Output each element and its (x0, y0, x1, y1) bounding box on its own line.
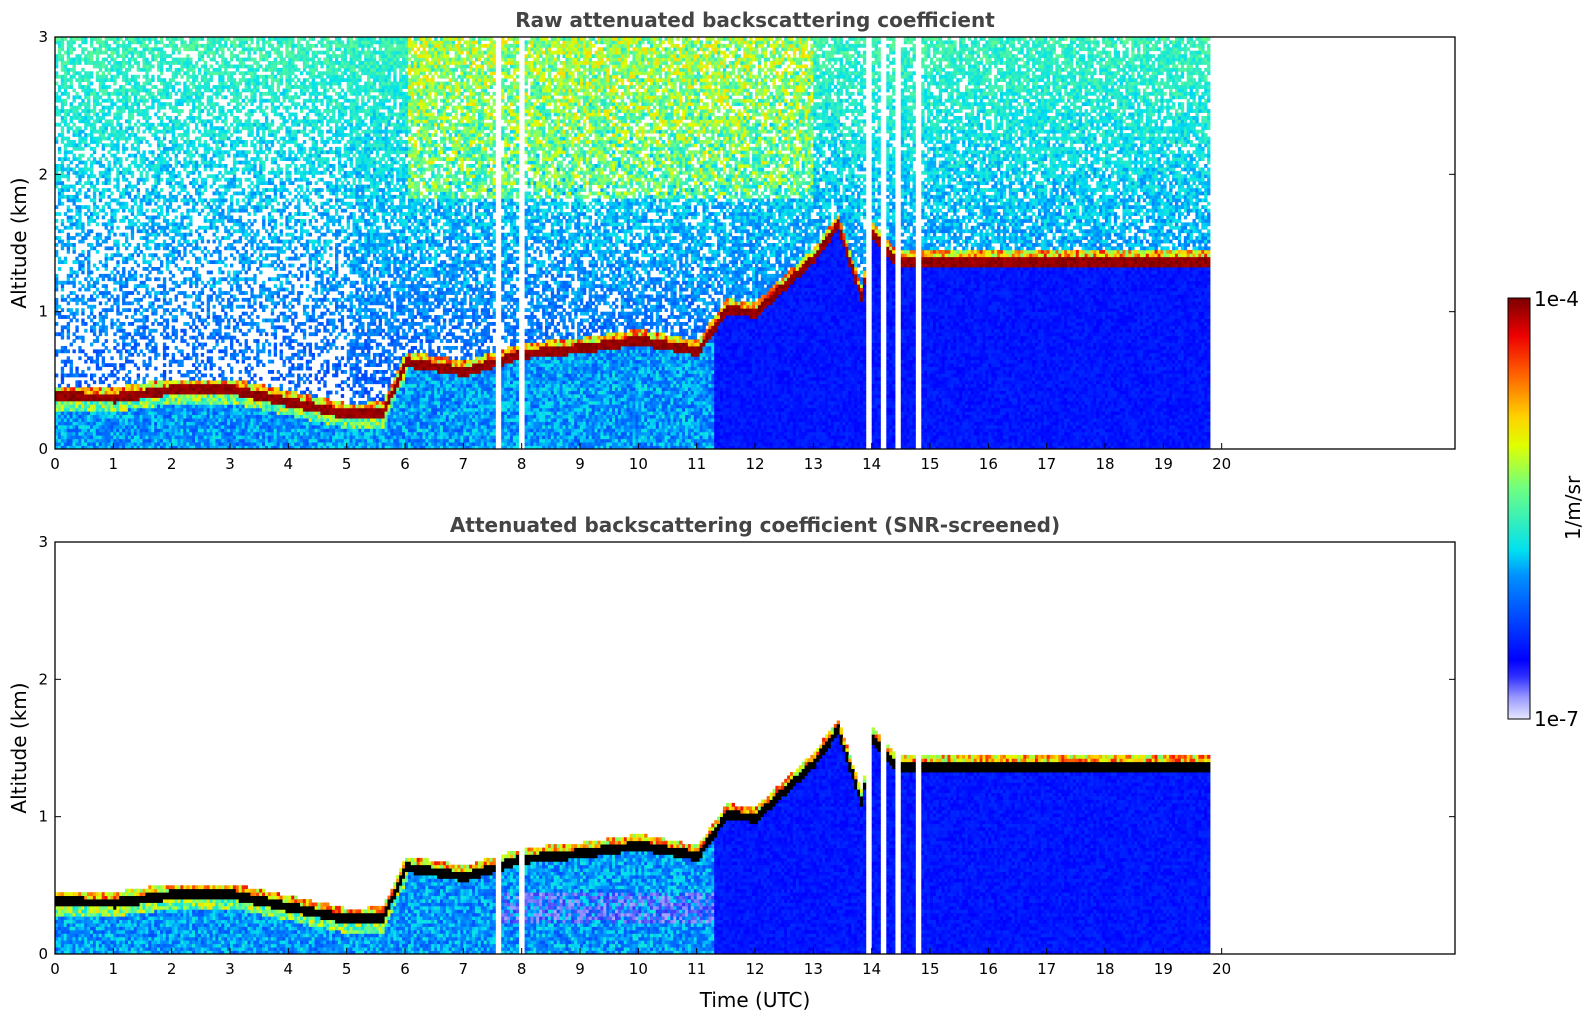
x-tick-label: 17 (1037, 960, 1056, 978)
y-tick-label: 3 (38, 28, 48, 46)
x-tick-label: 5 (342, 455, 352, 473)
x-tick-label: 7 (459, 960, 469, 978)
x-tick-label: 7 (459, 455, 469, 473)
x-tick-label: 20 (1212, 960, 1231, 978)
x-tick-label: 0 (50, 455, 60, 473)
x-tick-label: 2 (167, 960, 177, 978)
colorbar-min-label: 1e-7 (1534, 707, 1579, 731)
x-tick-label: 4 (284, 455, 294, 473)
x-tick-label: 10 (629, 960, 648, 978)
x-tick-label: 15 (920, 455, 939, 473)
x-tick-label: 20 (1212, 455, 1231, 473)
x-tick-label: 3 (225, 455, 235, 473)
y-tick-label: 0 (38, 945, 48, 963)
x-axis-label: Time (UTC) (699, 988, 811, 1012)
top-y-axis-label: Altitude (km) (7, 177, 31, 308)
x-tick-label: 1 (109, 960, 119, 978)
x-tick-label: 18 (1095, 455, 1114, 473)
x-tick-label: 14 (862, 455, 881, 473)
colorbar-label: 1/m/sr (1561, 475, 1585, 540)
x-tick-label: 9 (575, 455, 585, 473)
x-tick-label: 6 (400, 455, 410, 473)
y-tick-label: 2 (38, 165, 48, 183)
x-tick-label: 17 (1037, 455, 1056, 473)
x-tick-label: 18 (1095, 960, 1114, 978)
x-tick-label: 6 (400, 960, 410, 978)
bottom-heatmap (55, 721, 1210, 955)
x-tick-label: 8 (517, 455, 527, 473)
x-tick-label: 12 (745, 960, 764, 978)
y-tick-label: 2 (38, 670, 48, 688)
x-tick-label: 16 (979, 455, 998, 473)
x-tick-label: 0 (50, 960, 60, 978)
bottom-y-axis-label: Altitude (km) (7, 682, 31, 813)
top-heatmap (55, 34, 1210, 450)
x-tick-label: 9 (575, 960, 585, 978)
colorbar-gradient (1508, 298, 1530, 719)
x-tick-label: 11 (687, 455, 706, 473)
x-tick-label: 14 (862, 960, 881, 978)
x-tick-label: 19 (1154, 960, 1173, 978)
y-tick-label: 3 (38, 533, 48, 551)
x-tick-label: 3 (225, 960, 235, 978)
x-tick-label: 5 (342, 960, 352, 978)
bottom-panel-title: Attenuated backscattering coefficient (S… (450, 513, 1060, 537)
x-tick-label: 1 (109, 455, 119, 473)
top-panel-title: Raw attenuated backscattering coefficien… (515, 8, 995, 32)
x-tick-label: 15 (920, 960, 939, 978)
x-tick-label: 13 (804, 960, 823, 978)
bottom-panel: Attenuated backscattering coefficient (S… (7, 513, 1455, 1012)
x-tick-label: 16 (979, 960, 998, 978)
y-tick-label: 1 (38, 808, 48, 826)
x-tick-label: 19 (1154, 455, 1173, 473)
y-tick-label: 0 (38, 440, 48, 458)
x-tick-label: 10 (629, 455, 648, 473)
x-tick-label: 12 (745, 455, 764, 473)
x-tick-label: 11 (687, 960, 706, 978)
colorbar-max-label: 1e-4 (1534, 287, 1579, 311)
x-tick-label: 2 (167, 455, 177, 473)
x-tick-label: 8 (517, 960, 527, 978)
top-panel: Raw attenuated backscattering coefficien… (7, 8, 1455, 473)
y-tick-label: 1 (38, 303, 48, 321)
x-tick-label: 4 (284, 960, 294, 978)
colorbar: 1e-4 1e-7 1/m/sr (1508, 287, 1585, 731)
x-tick-label: 13 (804, 455, 823, 473)
